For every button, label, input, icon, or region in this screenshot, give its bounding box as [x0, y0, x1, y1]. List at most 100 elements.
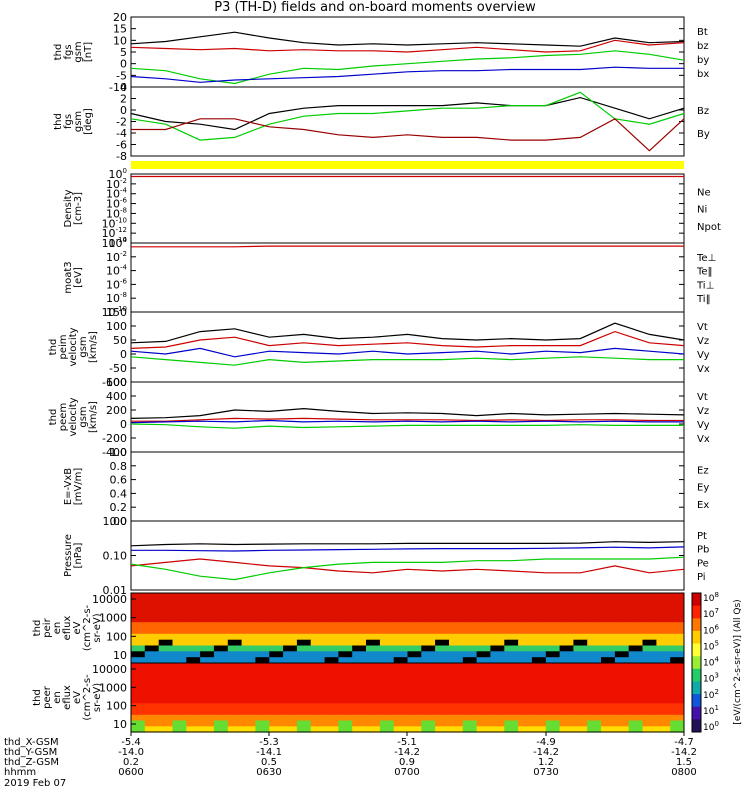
spectrogram-cell: [435, 593, 450, 600]
spectrogram-cell: [324, 645, 339, 652]
spectrogram-cell: [504, 691, 519, 699]
legend-entry: Ti‖: [696, 294, 711, 305]
spectrogram-cell: [338, 628, 353, 635]
spectrogram-cell: [614, 645, 630, 652]
spectrogram-cell: [476, 628, 491, 635]
spectrogram-cell: [200, 720, 215, 727]
spectrogram-cell: [490, 610, 505, 617]
spectrogram-cell: [227, 726, 243, 733]
spectrogram-cell: [144, 663, 160, 670]
spectrogram-cell: [352, 645, 367, 652]
spectrogram-cell: [407, 604, 422, 611]
series-line-bx: [130, 66, 684, 83]
spectrogram-cell: [172, 703, 187, 710]
y-tick-label: 15: [113, 23, 127, 36]
spectrogram-cell: [476, 720, 491, 727]
spectrogram-cell: [421, 703, 436, 710]
spectrogram-cell: [476, 633, 491, 641]
spectrogram-cell: [213, 633, 229, 641]
colorbar-segment: [692, 630, 701, 644]
spectrogram-cell: [421, 593, 436, 600]
spectrogram-cell: [504, 668, 519, 676]
spectrogram-cell: [186, 639, 201, 646]
spectrogram-cell: [366, 657, 381, 664]
spectrogram-cell: [269, 686, 284, 693]
spectrogram-cell: [227, 674, 243, 681]
panel-frame: [130, 242, 685, 313]
legend-entry: Vt: [697, 392, 708, 403]
spectrogram-cell: [642, 610, 657, 617]
spectrogram-cell: [158, 668, 173, 676]
spectrogram-cell: [614, 680, 630, 687]
spectrogram-cell: [614, 674, 630, 681]
spectrogram-cell: [269, 674, 284, 681]
spectrogram-cell: [186, 680, 201, 687]
spectrogram-cell: [283, 726, 298, 733]
spectrogram-cell: [338, 639, 353, 646]
spectrogram-cell: [476, 697, 491, 704]
spectrogram-cell: [462, 726, 478, 733]
spectrogram-cell: [476, 645, 491, 652]
spectrogram-cell: [255, 726, 270, 733]
y-tick-label: 0.01: [103, 584, 128, 597]
spectrogram-cell: [531, 604, 547, 611]
spectrogram-cell: [352, 680, 367, 687]
spectrogram-cell: [310, 709, 325, 716]
legend-entry: Pb: [697, 545, 709, 556]
spectrogram-cell: [670, 697, 685, 704]
legend-entry: Vy: [697, 350, 710, 361]
spectrogram-cell: [172, 720, 187, 727]
spectrogram-cell: [573, 645, 588, 652]
spectrogram-cell: [504, 639, 519, 646]
spectrogram-cell: [670, 726, 685, 733]
spectrogram-cell: [131, 610, 146, 617]
spectrogram-cell: [573, 714, 588, 722]
spectrogram-cell: [670, 616, 685, 623]
spectrogram-cell: [545, 633, 561, 641]
y-axis-label: en: [52, 622, 63, 635]
spectrogram-cell: [131, 686, 146, 693]
spectrogram-cell: [490, 604, 505, 611]
spectrogram-cell: [476, 686, 491, 693]
spectrogram-cell: [462, 598, 478, 606]
spectrogram-cell: [200, 691, 215, 699]
y-axis-label: sr-eV): [92, 683, 103, 712]
spectrogram-cell: [200, 633, 215, 641]
y-axis-label: [cm-3]: [73, 192, 84, 225]
spectrogram-cell: [158, 598, 173, 606]
spectrogram-cell: [144, 622, 160, 629]
legend-entry: bz: [697, 41, 709, 52]
spectrogram-cell: [379, 651, 395, 658]
y-axis-label: gsm: [78, 406, 89, 427]
spectrogram-cell: [393, 616, 408, 623]
spectrogram-cell: [241, 651, 256, 658]
y-axis-label: [nPa]: [73, 542, 84, 568]
spectrogram-cell: [227, 720, 243, 727]
spectrogram-cell: [587, 703, 602, 710]
spectrogram-cell: [338, 668, 353, 676]
spectrogram-cell: [172, 691, 187, 699]
colorbar-tick-label: 100: [703, 720, 719, 733]
spectrogram-cell: [518, 651, 533, 658]
spectrogram-cell: [241, 657, 256, 664]
colorbar-segment: [692, 656, 701, 670]
spectrogram-cell: [628, 720, 643, 727]
spectrogram-cell: [200, 680, 215, 687]
series-line-vz: [131, 417, 684, 422]
spectrogram-cell: [449, 610, 464, 617]
spectrogram-cell: [614, 622, 630, 629]
spectrogram-cell: [531, 720, 547, 727]
spectrogram-cell: [601, 593, 616, 600]
y-tick-label: 10: [113, 34, 127, 47]
spectrogram-cell: [131, 663, 146, 670]
spectrogram-cell: [227, 639, 243, 646]
spectrogram-cell: [573, 598, 588, 606]
spectrogram-cell: [449, 680, 464, 687]
y-tick-label: 600: [106, 376, 127, 389]
y-axis-label: (cm^2-s-: [82, 604, 93, 651]
spectrogram-cell: [366, 663, 381, 670]
spectrogram-cell: [670, 633, 685, 641]
spectrogram-cell: [338, 651, 353, 658]
spectrogram-cell: [131, 651, 146, 658]
spectrogram-cell: [449, 657, 464, 664]
